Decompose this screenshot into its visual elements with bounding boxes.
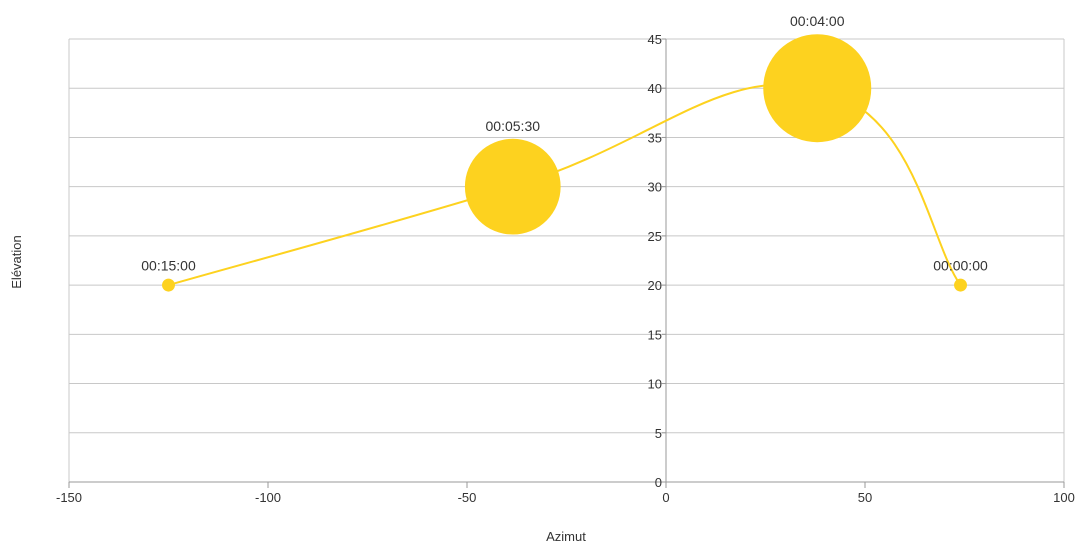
y-tick-label: 5 <box>655 426 662 441</box>
y-tick-label: 30 <box>648 180 662 195</box>
x-tick-label: -150 <box>56 490 82 505</box>
y-tick-label: 35 <box>648 130 662 145</box>
data-label: 00:04:00 <box>790 13 845 29</box>
y-axis-title: Elévation <box>9 235 24 288</box>
x-tick-label: -50 <box>458 490 477 505</box>
bubble <box>464 138 561 235</box>
bubble <box>162 278 175 292</box>
data-label: 00:15:00 <box>141 258 196 274</box>
y-tick-label: 20 <box>648 278 662 293</box>
y-tick-label: 10 <box>648 377 662 392</box>
bubbles <box>162 34 967 292</box>
y-tick-label: 40 <box>648 81 662 96</box>
y-tick-label: 25 <box>648 229 662 244</box>
data-label: 00:05:30 <box>486 118 541 134</box>
axes <box>68 38 1065 488</box>
y-tick-label: 45 <box>648 32 662 47</box>
x-tick-label: 100 <box>1053 490 1075 505</box>
x-tick-label: -100 <box>255 490 281 505</box>
y-tick-label: 0 <box>655 475 662 490</box>
y-tick-label: 15 <box>648 327 662 342</box>
x-tick-labels: -150 -100 -50 0 50 100 <box>56 490 1075 505</box>
gridlines <box>68 38 1065 483</box>
bubble <box>954 278 967 292</box>
data-labels: 00:15:00 00:05:30 00:04:00 00:00:00 <box>141 13 988 273</box>
series-line <box>168 83 962 287</box>
x-tick-label: 50 <box>858 490 872 505</box>
bubble <box>763 34 872 143</box>
x-tick-label: 0 <box>662 490 669 505</box>
y-tick-labels: 0 5 10 15 20 25 30 35 40 45 <box>648 32 662 490</box>
data-label: 00:00:00 <box>933 258 988 274</box>
x-axis-title: Azimut <box>546 529 586 543</box>
